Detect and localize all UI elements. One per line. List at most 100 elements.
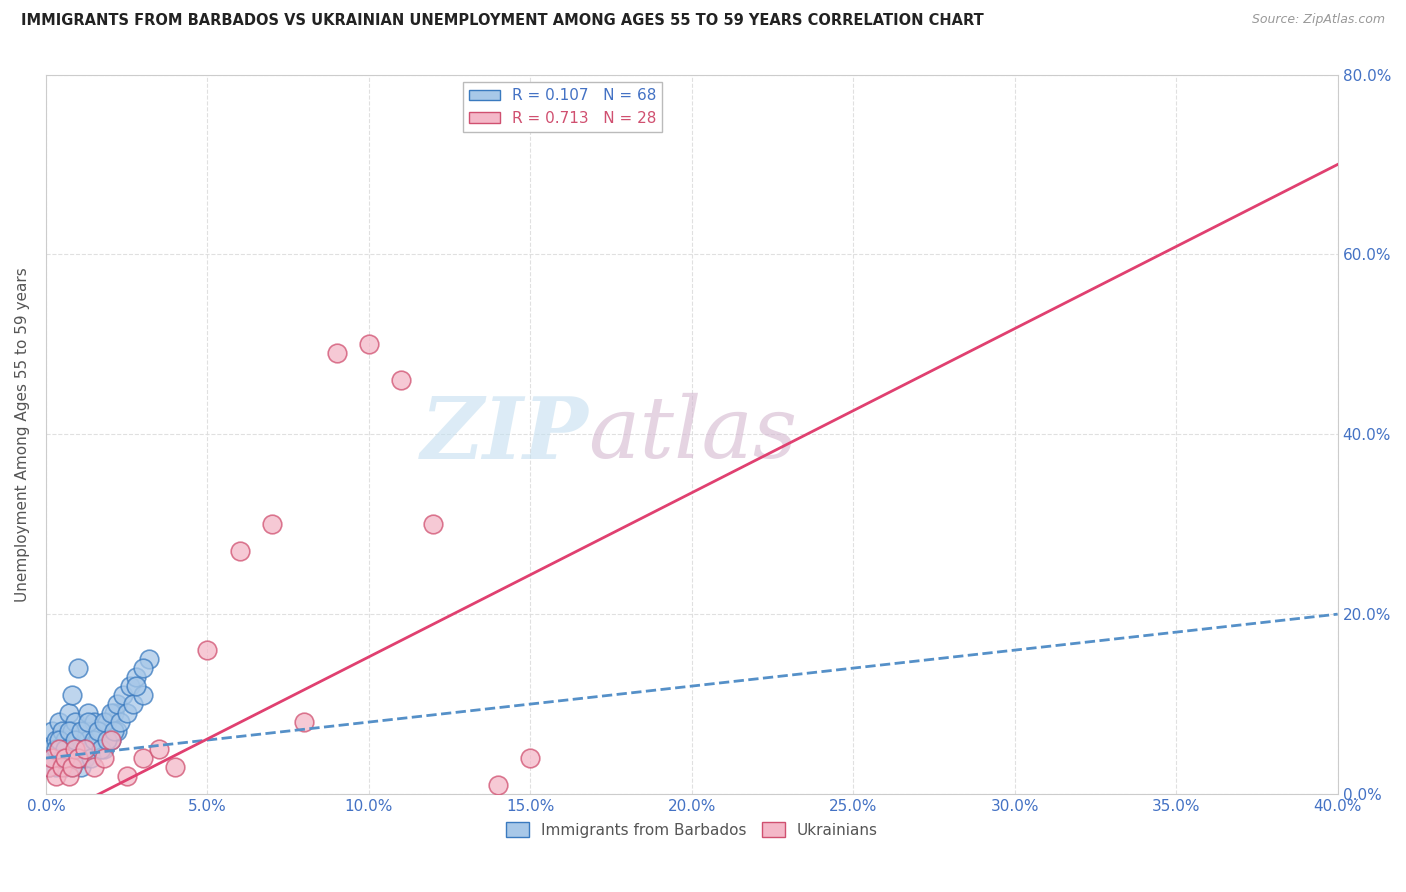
Point <box>48 742 70 756</box>
Point <box>45 742 67 756</box>
Point <box>122 697 145 711</box>
Point <box>73 724 96 739</box>
Point <box>41 751 63 765</box>
Point <box>138 652 160 666</box>
Point <box>41 751 63 765</box>
Point <box>45 769 67 783</box>
Point <box>58 742 80 756</box>
Point <box>132 688 155 702</box>
Point <box>60 751 83 765</box>
Point <box>357 337 380 351</box>
Point <box>77 733 100 747</box>
Point <box>41 724 63 739</box>
Point <box>70 742 93 756</box>
Point <box>110 714 132 729</box>
Point <box>53 751 76 765</box>
Point <box>96 714 118 729</box>
Point <box>58 724 80 739</box>
Point <box>63 733 86 747</box>
Point <box>48 742 70 756</box>
Point <box>60 760 83 774</box>
Point <box>105 724 128 739</box>
Point <box>86 733 108 747</box>
Point <box>115 706 138 720</box>
Point <box>197 643 219 657</box>
Point <box>100 733 122 747</box>
Point <box>60 688 83 702</box>
Point <box>53 760 76 774</box>
Point <box>70 724 93 739</box>
Y-axis label: Unemployment Among Ages 55 to 59 years: Unemployment Among Ages 55 to 59 years <box>15 267 30 601</box>
Point <box>115 769 138 783</box>
Point <box>38 760 60 774</box>
Point <box>125 679 148 693</box>
Point <box>132 661 155 675</box>
Point <box>53 733 76 747</box>
Point <box>93 714 115 729</box>
Point <box>132 751 155 765</box>
Point <box>45 760 67 774</box>
Point <box>67 733 90 747</box>
Point <box>51 760 73 774</box>
Text: atlas: atlas <box>589 393 797 475</box>
Point <box>83 714 105 729</box>
Point <box>73 751 96 765</box>
Point <box>389 373 412 387</box>
Point <box>63 742 86 756</box>
Point <box>96 733 118 747</box>
Point <box>48 714 70 729</box>
Point <box>67 751 90 765</box>
Point <box>77 714 100 729</box>
Point <box>93 751 115 765</box>
Point <box>73 742 96 756</box>
Point <box>228 544 250 558</box>
Point <box>38 760 60 774</box>
Point <box>67 751 90 765</box>
Text: ZIP: ZIP <box>420 392 589 476</box>
Point <box>105 697 128 711</box>
Point <box>260 517 283 532</box>
Point <box>80 751 103 765</box>
Point <box>100 706 122 720</box>
Point <box>86 724 108 739</box>
Point <box>112 688 135 702</box>
Point <box>60 760 83 774</box>
Point <box>165 760 187 774</box>
Point <box>58 769 80 783</box>
Point <box>90 724 112 739</box>
Point <box>51 751 73 765</box>
Point <box>45 733 67 747</box>
Point <box>148 742 170 756</box>
Point <box>118 679 141 693</box>
Point <box>103 724 125 739</box>
Point <box>125 670 148 684</box>
Point <box>41 751 63 765</box>
Point <box>70 760 93 774</box>
Point <box>67 751 90 765</box>
Point <box>51 724 73 739</box>
Point <box>67 661 90 675</box>
Point <box>38 742 60 756</box>
Point <box>83 733 105 747</box>
Point <box>60 724 83 739</box>
Legend: Immigrants from Barbados, Ukrainians: Immigrants from Barbados, Ukrainians <box>499 815 884 844</box>
Point <box>63 714 86 729</box>
Point <box>77 706 100 720</box>
Point <box>292 714 315 729</box>
Point <box>53 742 76 756</box>
Point <box>93 742 115 756</box>
Point <box>325 346 347 360</box>
Point <box>103 706 125 720</box>
Point <box>80 742 103 756</box>
Point <box>422 517 444 532</box>
Point <box>48 733 70 747</box>
Point <box>73 742 96 756</box>
Point <box>58 706 80 720</box>
Text: IMMIGRANTS FROM BARBADOS VS UKRAINIAN UNEMPLOYMENT AMONG AGES 55 TO 59 YEARS COR: IMMIGRANTS FROM BARBADOS VS UKRAINIAN UN… <box>21 13 984 29</box>
Point <box>100 733 122 747</box>
Point <box>63 742 86 756</box>
Point <box>83 760 105 774</box>
Point <box>90 742 112 756</box>
Point <box>51 751 73 765</box>
Point <box>486 778 509 792</box>
